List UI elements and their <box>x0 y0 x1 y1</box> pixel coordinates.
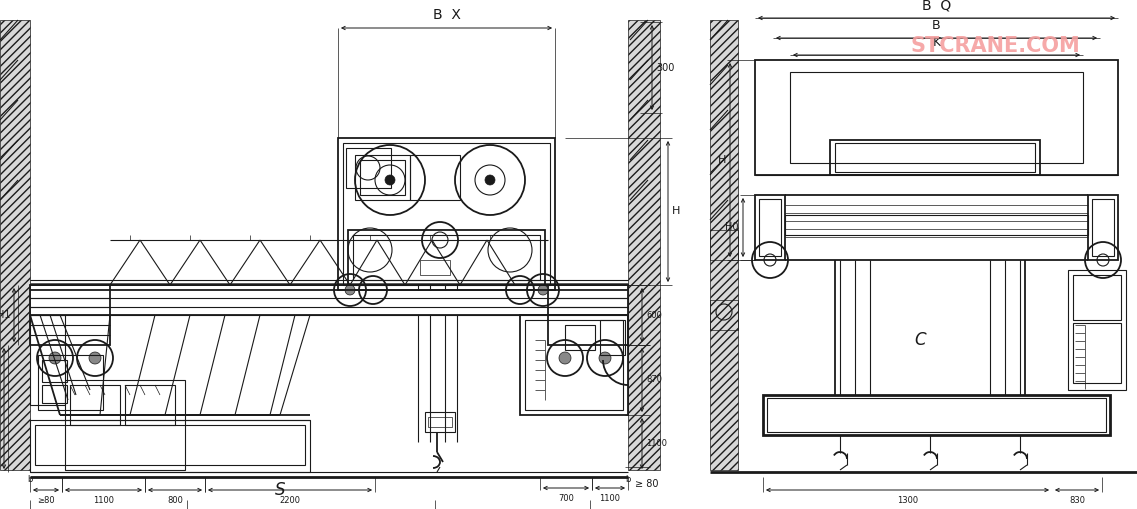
Text: STCRANE.COM: STCRANE.COM <box>910 36 1080 56</box>
Text: 1100: 1100 <box>599 494 621 503</box>
Bar <box>785 215 1088 235</box>
Text: 1100: 1100 <box>93 496 114 505</box>
Text: 1100: 1100 <box>646 439 667 448</box>
Bar <box>1073 275 1121 320</box>
Text: b: b <box>27 475 33 485</box>
Bar <box>755 195 785 260</box>
Bar <box>628 20 659 470</box>
Text: 800: 800 <box>167 496 183 505</box>
Bar <box>709 20 738 470</box>
Text: 700: 700 <box>558 494 574 503</box>
Text: 600: 600 <box>646 310 662 320</box>
Bar <box>755 60 1118 175</box>
Bar <box>0 20 30 470</box>
Bar <box>1068 270 1126 390</box>
Text: S: S <box>275 481 285 499</box>
Circle shape <box>559 352 571 364</box>
Circle shape <box>599 352 611 364</box>
Text: b: b <box>625 475 631 485</box>
Bar <box>709 300 738 330</box>
Text: 1300: 1300 <box>897 496 918 505</box>
Bar <box>425 412 455 432</box>
Bar <box>30 420 310 472</box>
Text: B  X: B X <box>432 8 460 22</box>
Bar <box>1092 199 1114 256</box>
Bar <box>420 260 450 275</box>
Bar <box>767 398 1106 432</box>
Circle shape <box>89 352 101 364</box>
Bar <box>343 143 550 285</box>
Bar <box>760 199 781 256</box>
Bar <box>30 315 65 405</box>
Bar <box>30 285 110 345</box>
Text: ≥80: ≥80 <box>38 496 55 505</box>
Text: C: C <box>914 331 926 349</box>
Bar <box>763 395 1110 435</box>
Bar <box>42 360 67 382</box>
Bar <box>338 138 555 290</box>
Text: 870: 870 <box>646 376 662 384</box>
Circle shape <box>345 285 355 295</box>
Circle shape <box>485 175 495 185</box>
Bar <box>790 72 1084 163</box>
Text: H: H <box>672 207 680 216</box>
Text: B  Q: B Q <box>922 0 952 12</box>
Bar <box>355 155 410 200</box>
Bar <box>1073 323 1121 383</box>
Text: ≥ 80: ≥ 80 <box>634 479 658 489</box>
Bar <box>348 230 545 285</box>
Text: H1: H1 <box>0 310 10 320</box>
Bar <box>125 385 175 425</box>
Text: 300: 300 <box>656 63 674 72</box>
Bar <box>1088 195 1118 260</box>
Bar <box>360 160 405 195</box>
Text: B: B <box>932 19 940 32</box>
Text: H0: H0 <box>725 222 739 233</box>
Bar <box>35 425 305 465</box>
Bar <box>520 315 628 415</box>
Bar <box>600 320 625 355</box>
Bar <box>410 155 460 200</box>
Bar <box>548 285 628 345</box>
Text: H: H <box>717 155 727 165</box>
Bar <box>835 143 1035 172</box>
Circle shape <box>49 352 61 364</box>
Bar <box>38 355 103 410</box>
Text: 2200: 2200 <box>280 496 300 505</box>
Bar <box>352 235 540 280</box>
Circle shape <box>385 175 395 185</box>
Text: K: K <box>932 36 940 49</box>
Bar <box>65 380 185 470</box>
Bar <box>709 230 738 260</box>
Text: 830: 830 <box>1069 496 1085 505</box>
Bar <box>830 140 1040 175</box>
Bar <box>428 417 453 427</box>
Bar <box>70 385 121 425</box>
Bar <box>565 325 595 350</box>
Bar <box>42 385 67 403</box>
Bar <box>525 320 623 410</box>
Bar <box>346 148 391 188</box>
Circle shape <box>538 285 548 295</box>
